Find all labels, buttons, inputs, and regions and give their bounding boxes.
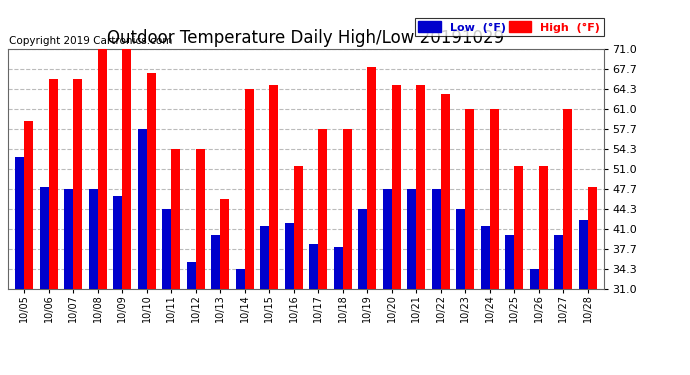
Bar: [269, 85, 278, 289]
Bar: [441, 94, 450, 289]
Bar: [392, 85, 401, 289]
Bar: [220, 199, 229, 289]
Bar: [367, 67, 376, 289]
Bar: [294, 166, 303, 289]
Bar: [285, 223, 294, 289]
Bar: [383, 189, 392, 289]
Bar: [432, 189, 441, 289]
Bar: [579, 220, 588, 289]
Bar: [334, 247, 343, 289]
Bar: [98, 37, 106, 289]
Bar: [49, 79, 57, 289]
Bar: [113, 196, 122, 289]
Bar: [309, 244, 318, 289]
Bar: [40, 187, 49, 289]
Bar: [457, 209, 465, 289]
Bar: [481, 226, 490, 289]
Bar: [89, 189, 98, 289]
Bar: [343, 129, 352, 289]
Bar: [506, 235, 514, 289]
Bar: [465, 109, 474, 289]
Title: Outdoor Temperature Daily High/Low 20191029: Outdoor Temperature Daily High/Low 20191…: [108, 29, 504, 47]
Bar: [260, 226, 269, 289]
Bar: [122, 37, 131, 289]
Bar: [171, 149, 180, 289]
Bar: [245, 89, 253, 289]
Bar: [563, 109, 572, 289]
Bar: [539, 166, 548, 289]
Bar: [318, 129, 327, 289]
Bar: [15, 157, 24, 289]
Legend: Low  (°F), High  (°F): Low (°F), High (°F): [415, 18, 604, 36]
Bar: [64, 189, 73, 289]
Bar: [187, 262, 196, 289]
Bar: [147, 73, 155, 289]
Bar: [162, 209, 171, 289]
Bar: [236, 269, 245, 289]
Bar: [408, 189, 416, 289]
Bar: [211, 235, 220, 289]
Bar: [514, 166, 523, 289]
Bar: [138, 129, 147, 289]
Bar: [196, 149, 204, 289]
Bar: [24, 121, 33, 289]
Bar: [490, 109, 499, 289]
Bar: [588, 187, 597, 289]
Bar: [73, 79, 82, 289]
Bar: [359, 209, 367, 289]
Text: Copyright 2019 Cartronics.com: Copyright 2019 Cartronics.com: [10, 36, 173, 46]
Bar: [530, 269, 539, 289]
Bar: [555, 235, 563, 289]
Bar: [416, 85, 425, 289]
